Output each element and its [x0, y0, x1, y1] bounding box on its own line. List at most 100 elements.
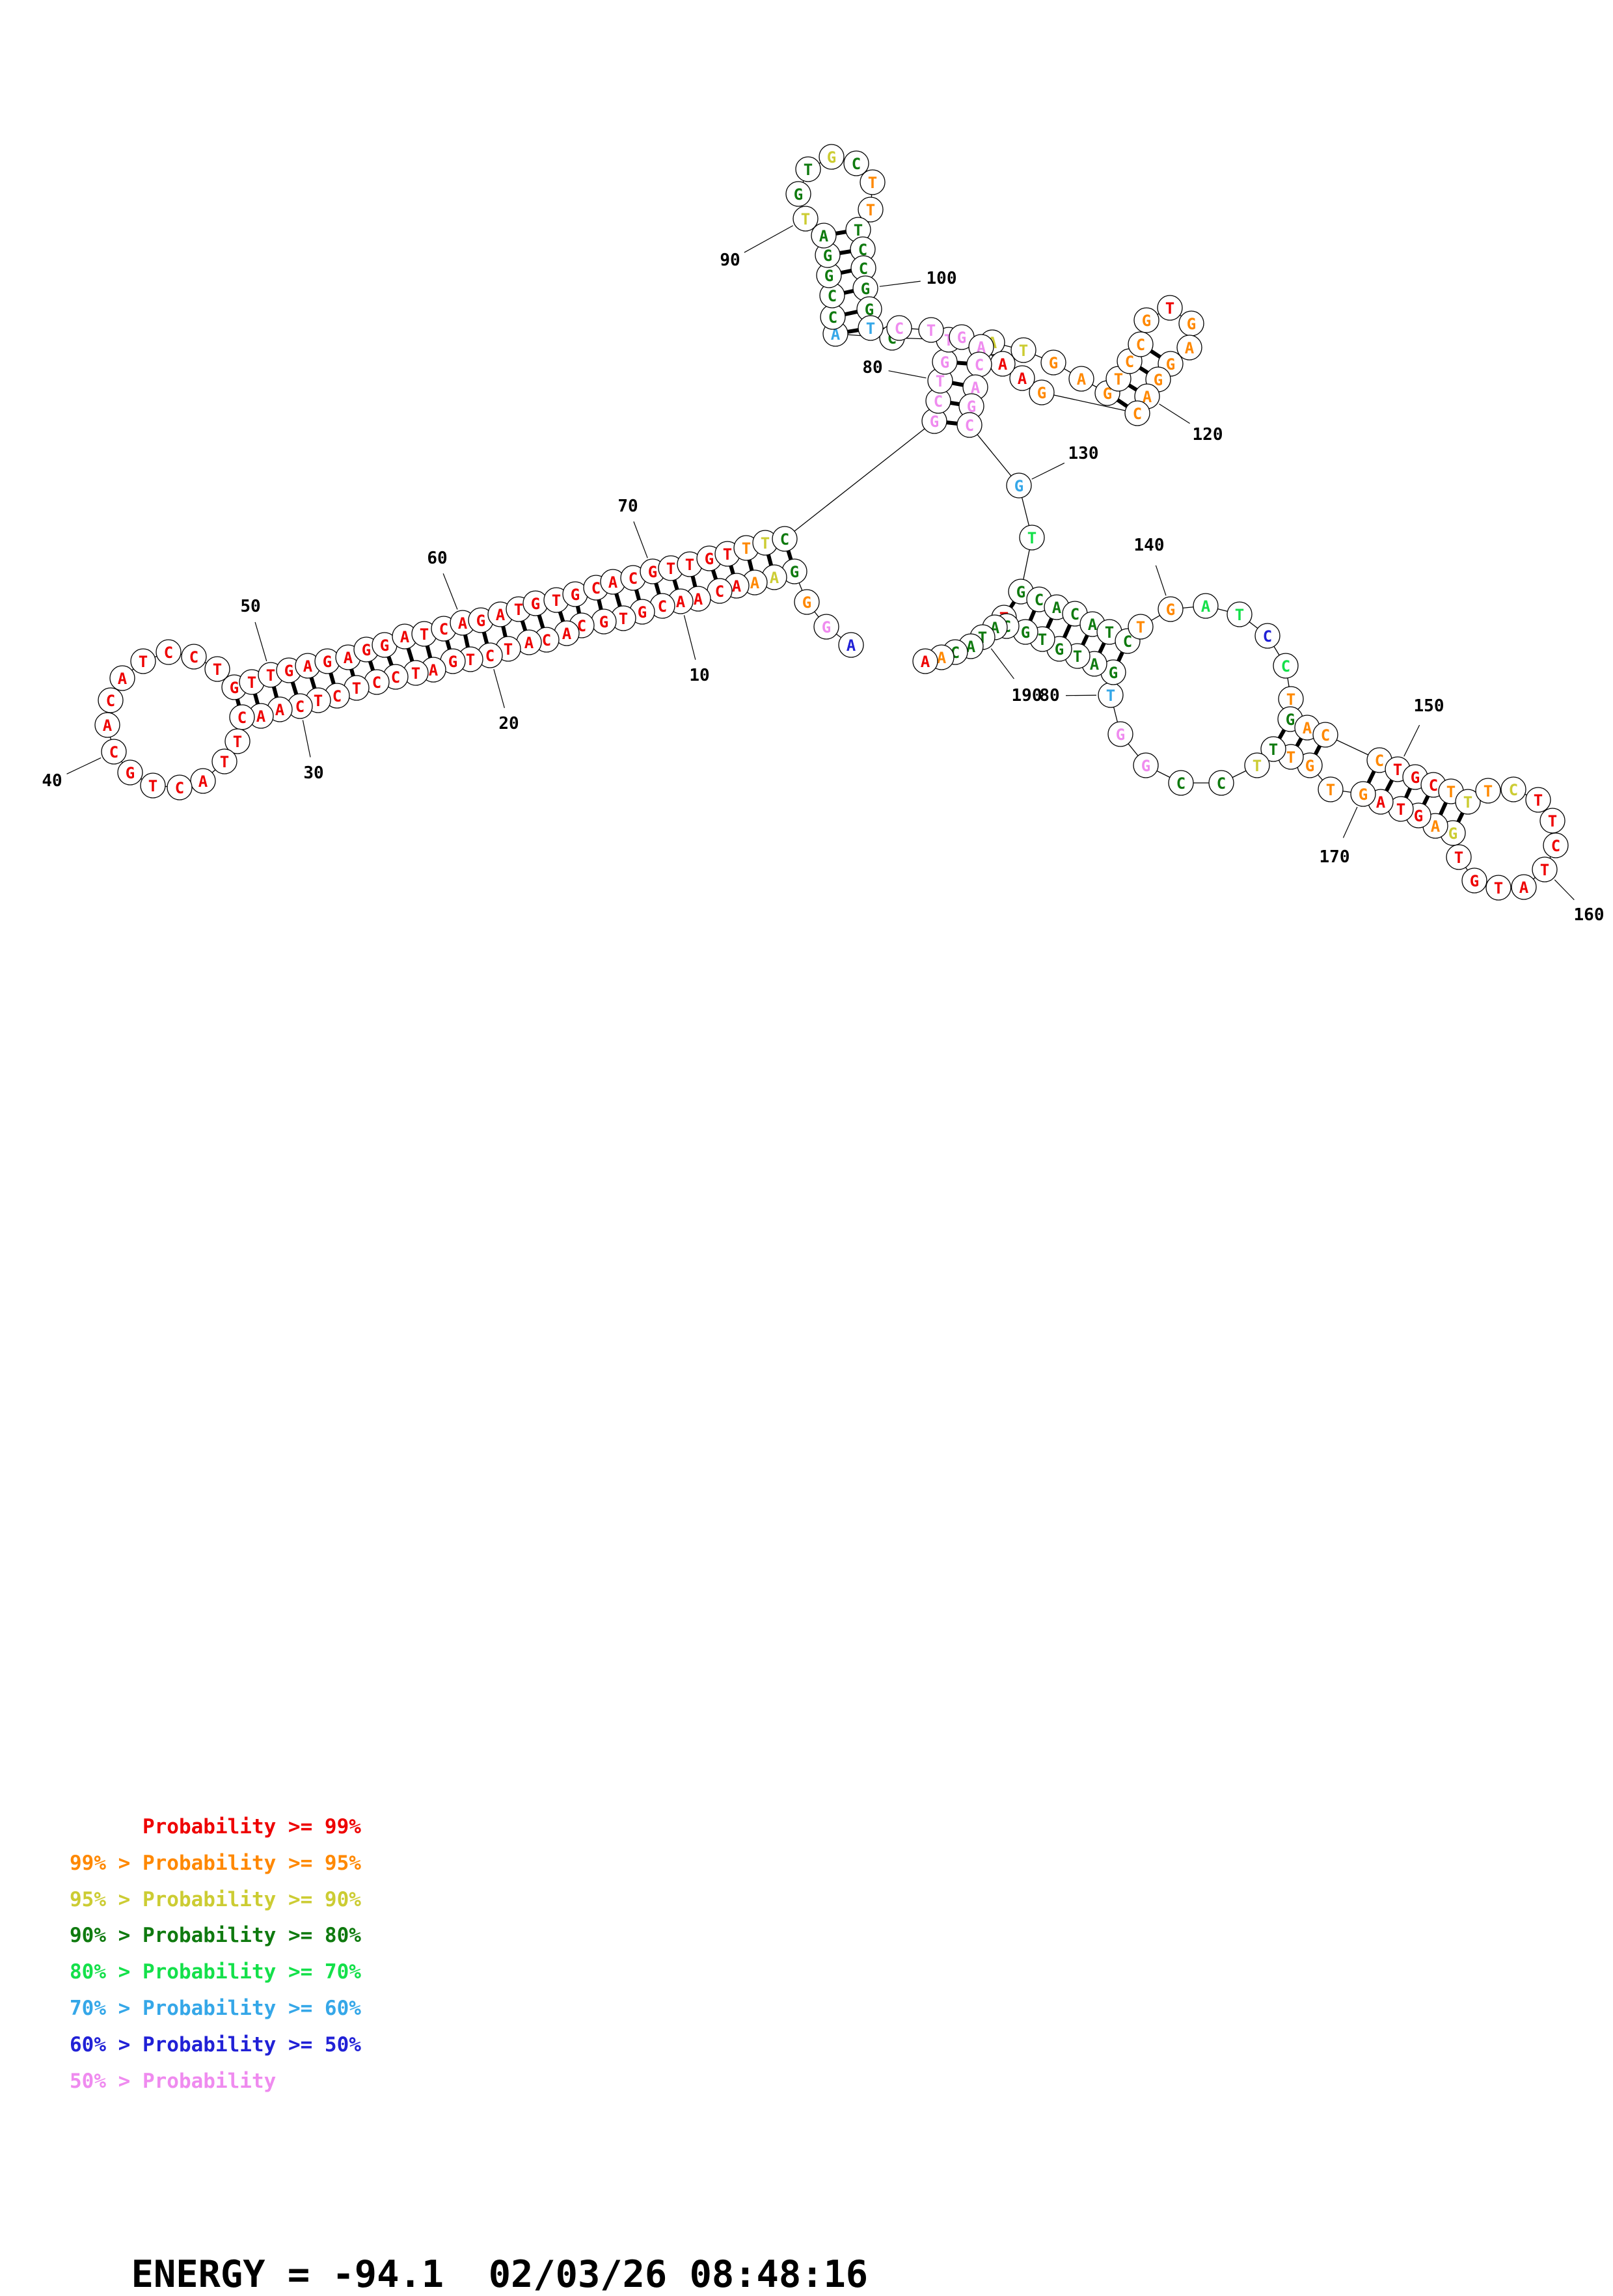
- legend-row-1: Probability >= 99%: [142, 1815, 361, 1838]
- nucleotide-letter: G: [126, 764, 135, 782]
- nt-154-T: T: [1455, 789, 1481, 815]
- nt-40-C: C: [101, 739, 127, 765]
- nucleotide-letter: T: [1396, 800, 1405, 819]
- nucleotide-circle: [843, 150, 869, 176]
- nucleotide-letter: G: [284, 662, 293, 680]
- nucleotide-letter: T: [1136, 618, 1145, 636]
- nucleotide-circle: [1318, 776, 1344, 802]
- nt-113-C: C: [1128, 331, 1154, 357]
- nucleotide-letter: A: [1090, 655, 1100, 674]
- nucleotide-letter: G: [865, 301, 874, 319]
- nucleotide-circle: [795, 156, 821, 182]
- nucleotide-circle: [1128, 614, 1154, 640]
- nucleotide-letter: C: [1429, 776, 1438, 795]
- position-label-70: 70: [617, 497, 638, 516]
- nt-91-G: G: [785, 181, 811, 207]
- nt-53-G: G: [314, 648, 340, 674]
- nucleotide-letter: G: [1014, 477, 1023, 495]
- nucleotide-letter: C: [332, 687, 342, 705]
- nucleotide-letter: G: [1037, 384, 1046, 402]
- nucleotide-letter: T: [619, 610, 628, 628]
- label-pointer-line: [493, 669, 505, 709]
- position-label-150: 150: [1414, 696, 1444, 716]
- nucleotide-letter: C: [975, 356, 984, 374]
- nucleotide-letter: A: [921, 653, 930, 671]
- nt-108-G: G: [1040, 349, 1066, 376]
- nucleotide-letter: C: [828, 308, 837, 327]
- nucleotide-letter: G: [531, 595, 540, 613]
- position-label-80: 80: [1039, 686, 1059, 705]
- nucleotide-letter: C: [109, 743, 118, 761]
- nucleotide-circle: [1350, 781, 1376, 807]
- nucleotide-letter: A: [1201, 597, 1211, 616]
- nucleotide-circle: [1525, 787, 1551, 813]
- nt-160-T: T: [1532, 856, 1558, 882]
- backbone-segment: [784, 420, 935, 540]
- label-pointer-line: [1554, 879, 1575, 901]
- nucleotide-letter: C: [485, 647, 495, 665]
- nucleotide-letter: A: [118, 670, 128, 688]
- nt-155-T: T: [1475, 778, 1501, 804]
- nt-148-C: C: [1312, 722, 1338, 748]
- nucleotide-circle: [1040, 349, 1066, 376]
- nucleotide-letter: C: [295, 698, 305, 716]
- nucleotide-letter: A: [971, 379, 981, 397]
- label-pointer-line: [302, 720, 311, 758]
- nt-178-G: G: [1133, 752, 1159, 778]
- nt-102-T: T: [858, 315, 884, 341]
- nucleotide-letter: T: [314, 692, 323, 710]
- nucleotide-letter: C: [934, 392, 943, 411]
- nt-71-T: T: [658, 555, 684, 581]
- label-pointer-line: [66, 757, 102, 774]
- nucleotide-letter: C: [391, 668, 400, 687]
- nt-115-T: T: [1157, 295, 1183, 321]
- nt-7-A: A: [724, 573, 750, 599]
- nucleotide-letter: G: [323, 653, 332, 671]
- nucleotide-letter: G: [599, 613, 608, 631]
- nucleotide-letter: C: [1125, 353, 1134, 371]
- nucleotide-letter: T: [1114, 370, 1123, 389]
- nucleotide-letter: T: [247, 674, 256, 692]
- nucleotide-circle: [101, 739, 127, 765]
- nucleotide-circle: [167, 774, 193, 800]
- nucleotide-letter: G: [940, 353, 949, 372]
- nucleotide-letter: T: [927, 321, 936, 340]
- nucleotide-letter: A: [819, 227, 829, 245]
- nucleotide-circle: [838, 632, 864, 658]
- nucleotide-letter: C: [858, 241, 867, 259]
- nucleotide-letter: T: [1494, 879, 1503, 897]
- nucleotide-circle: [772, 526, 798, 552]
- nt-122-G: G: [1029, 379, 1055, 405]
- nucleotide-letter: G: [1411, 769, 1420, 787]
- nt-42-C: C: [98, 687, 124, 713]
- nucleotide-circle: [1068, 366, 1094, 392]
- nucleotide-letter: T: [1286, 748, 1295, 767]
- nt-44-T: T: [130, 648, 156, 674]
- nucleotide-letter: T: [1393, 761, 1402, 779]
- nucleotide-letter: T: [666, 560, 675, 578]
- nucleotide-letter: A: [1431, 817, 1441, 836]
- nt-165-G: G: [1440, 820, 1466, 846]
- nt-94-C: C: [843, 150, 869, 176]
- nt-22-G: G: [440, 648, 466, 674]
- nucleotide-letter: G: [1166, 601, 1175, 619]
- nt-35-T: T: [211, 748, 237, 774]
- nucleotide-circle: [1312, 722, 1338, 748]
- nucleotides: AGGGAAACAACGTGCACATCTGATCCTCTCAACTTACTGC…: [94, 144, 1569, 901]
- nucleotide-letter: A: [847, 636, 856, 655]
- nt-20-C: C: [477, 642, 503, 668]
- nucleotide-letter: C: [1035, 591, 1044, 609]
- nt-101-G: G: [856, 296, 882, 322]
- nucleotide-letter: T: [266, 666, 275, 685]
- nt-98-C: C: [850, 236, 876, 262]
- nt-171-T: T: [1318, 776, 1344, 802]
- nucleotide-circle: [1461, 868, 1487, 894]
- nt-114-G: G: [1133, 307, 1159, 333]
- nucleotide-letter: T: [514, 601, 523, 619]
- nucleotide-letter: T: [1235, 606, 1244, 624]
- nt-104-T: T: [918, 317, 944, 343]
- position-label-lines: [66, 225, 1575, 901]
- nucleotide-circle: [858, 315, 884, 341]
- nucleotide-circle: [1193, 593, 1219, 619]
- nucleotide-letter: C: [439, 620, 448, 638]
